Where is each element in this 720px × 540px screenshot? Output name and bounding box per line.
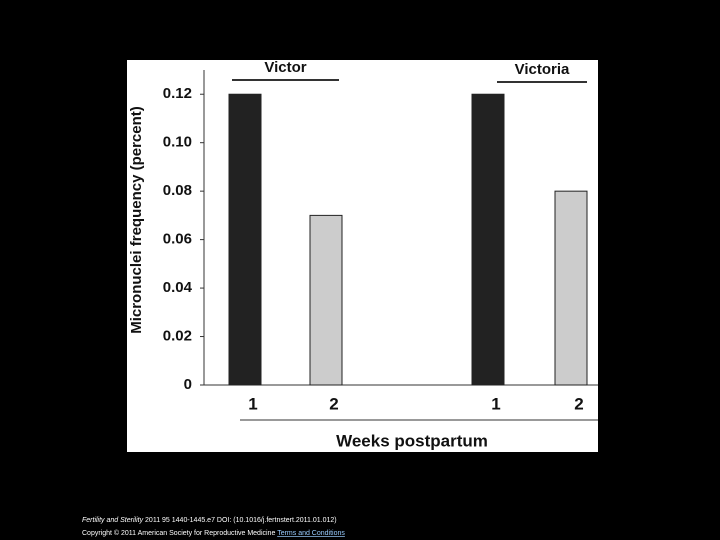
x-tick-label: 1 (491, 394, 500, 413)
x-tick-label: 2 (329, 394, 338, 413)
bar (471, 93, 505, 386)
footer-citation: Fertility and Sterility 2011 95 1440-144… (82, 517, 337, 524)
y-axis-label: Micronuclei frequency (percent) (128, 106, 145, 334)
group-label: Victor (264, 59, 306, 76)
copyright: Copyright © 2011 American Society for Re… (82, 529, 275, 537)
bar (554, 190, 588, 386)
terms-link[interactable]: Terms and Conditions (277, 530, 345, 537)
group-label: Victoria (515, 61, 570, 78)
y-tick-label: 0.08 (163, 182, 192, 199)
y-tick-label: 0 (184, 376, 192, 393)
bar (228, 93, 262, 386)
y-tick-label: 0.10 (163, 134, 192, 151)
citation: 2011 95 1440-1445.e7 DOI: (10.1016/j.fer… (145, 517, 337, 524)
y-tick-label: 0.04 (163, 279, 193, 296)
y-tick-label: 0.02 (163, 328, 192, 345)
journal: Fertility and Sterility (82, 517, 144, 524)
bar (309, 214, 343, 386)
footer-copyright: Copyright © 2011 American Society for Re… (82, 529, 345, 537)
x-axis-label: Weeks postpartum (336, 431, 488, 450)
y-tick-label: 0.06 (163, 231, 192, 248)
y-tick-label: 0.12 (163, 85, 192, 102)
x-tick-label: 2 (574, 394, 583, 413)
x-tick-label: 1 (248, 394, 257, 413)
chart-panel (127, 60, 598, 452)
